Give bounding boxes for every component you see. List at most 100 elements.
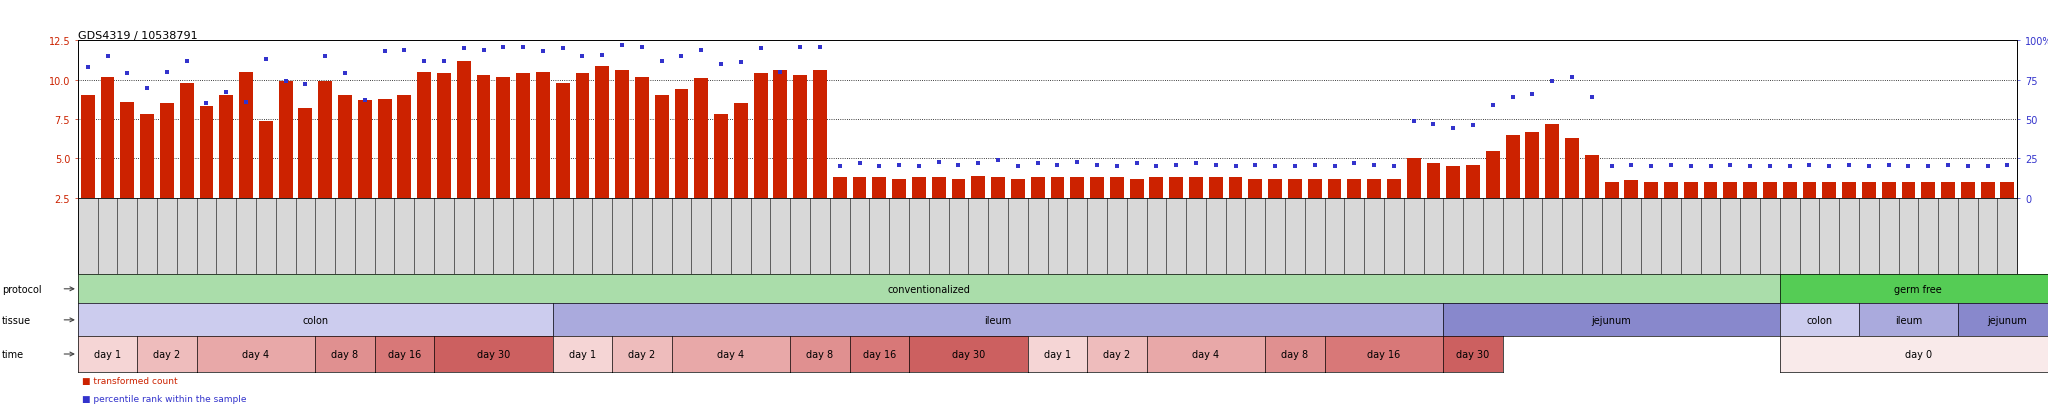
Bar [1526,132,1540,198]
Text: day 1: day 1 [569,349,596,359]
Point [309,54,342,60]
Bar [1446,167,1460,198]
Bar [139,115,154,198]
Bar [377,100,391,198]
Text: GDS4319 / 10538791: GDS4319 / 10538791 [78,31,197,40]
Bar [952,179,965,198]
Point [369,49,401,56]
Bar [338,96,352,198]
Text: conventionalized: conventionalized [887,284,971,294]
Bar [852,178,866,198]
Point [408,58,440,65]
Point [150,69,182,76]
Point [1634,164,1667,170]
Text: day 8: day 8 [807,349,834,359]
Point [1278,164,1311,170]
Bar [1130,179,1143,198]
Point [1337,160,1370,167]
Point [1497,95,1530,101]
Text: day 30: day 30 [477,349,510,359]
Point [209,90,242,96]
Point [1260,164,1292,170]
Bar [299,109,313,198]
Point [1952,164,1985,170]
Point [1892,164,1925,170]
Point [625,44,657,51]
Point [1556,74,1589,81]
Bar [813,71,827,198]
Point [963,160,995,167]
Point [1141,164,1174,170]
Point [1853,164,1886,170]
Bar [2001,183,2015,198]
Bar [1012,179,1024,198]
Bar [1407,159,1421,198]
Point [1159,162,1192,169]
Point [705,62,737,68]
Bar [1624,181,1638,198]
Text: day 8: day 8 [332,349,358,359]
Bar [317,82,332,198]
Bar [793,76,807,198]
Bar [1704,183,1718,198]
Bar [537,73,549,198]
Bar [555,84,569,198]
Point [1001,164,1034,170]
Bar [1208,178,1223,198]
Bar [1288,179,1303,198]
Text: day 30: day 30 [1456,349,1489,359]
Point [1812,164,1845,170]
Text: ileum: ileum [1894,315,1923,325]
Point [1833,162,1866,169]
Bar [1249,179,1262,198]
Bar [121,102,135,198]
Point [1616,162,1649,169]
Bar [1823,183,1837,198]
Point [803,44,836,51]
Point [170,58,203,65]
Point [348,97,381,104]
Bar [1110,178,1124,198]
Point [547,46,580,52]
Text: day 2: day 2 [629,349,655,359]
Bar [1763,183,1778,198]
Bar [893,179,905,198]
Point [883,162,915,169]
Text: colon: colon [1806,315,1833,325]
Point [229,99,262,106]
Point [487,44,520,51]
Bar [1466,165,1481,198]
Point [1219,164,1251,170]
Bar [219,96,233,198]
Bar [1743,183,1757,198]
Point [784,44,817,51]
Bar [1149,178,1163,198]
Point [1595,164,1628,170]
Point [1753,164,1786,170]
Text: germ free: germ free [1894,284,1942,294]
Bar [1841,183,1855,198]
Bar [911,178,926,198]
Text: day 4: day 4 [1192,349,1219,359]
Point [526,49,559,56]
Point [1358,162,1391,169]
Bar [496,77,510,198]
Bar [418,73,430,198]
Point [1022,160,1055,167]
Bar [1229,178,1243,198]
Bar [1051,178,1065,198]
Bar [1802,183,1817,198]
Bar [694,79,709,198]
Point [1319,164,1352,170]
Point [111,71,143,78]
Point [72,65,104,71]
Text: jejunum: jejunum [1987,315,2028,325]
Bar [279,82,293,198]
Point [684,47,717,54]
Text: tissue: tissue [2,315,31,325]
Bar [971,176,985,198]
Point [446,46,479,52]
Bar [1882,183,1896,198]
Bar [1071,178,1083,198]
Text: ■ percentile rank within the sample: ■ percentile rank within the sample [82,394,246,404]
